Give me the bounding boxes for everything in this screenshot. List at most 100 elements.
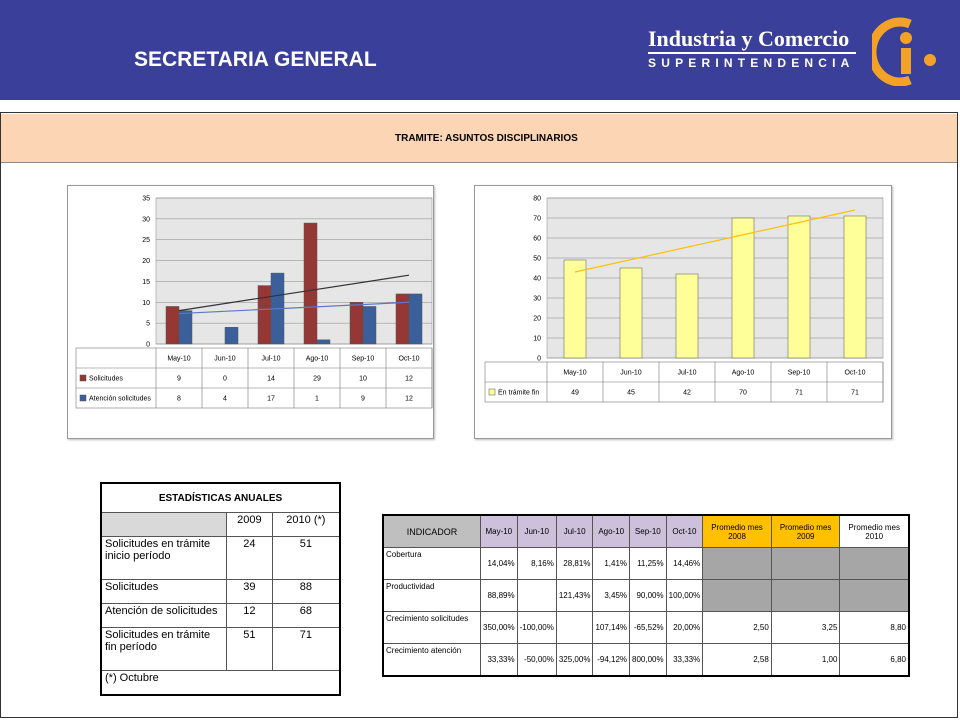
indicators-table: INDICADOR May-10 Jun-10 Jul-10 Ago-10 Se… <box>382 514 910 677</box>
plot-area <box>155 197 433 345</box>
stats-col-2010: 2010 (*) <box>271 512 341 537</box>
page-title: SECRETARIA GENERAL <box>134 48 377 71</box>
data-label: 12 <box>405 376 413 383</box>
trendline <box>178 274 410 312</box>
ind-avg-cell <box>770 579 841 612</box>
stats-cell: 12 <box>226 602 273 628</box>
brand-divider <box>648 52 856 54</box>
ind-header-month: Ago-10 <box>592 514 631 548</box>
legend-swatch <box>79 374 87 382</box>
sic-logo-icon <box>872 17 936 86</box>
bar-en-tr-mite-fin <box>563 259 587 359</box>
ind-cell: -50,00% <box>516 643 557 677</box>
y-tick-label: 0 <box>146 342 150 349</box>
x-tick-label: Ago-10 <box>306 356 329 363</box>
y-tick-label: 70 <box>533 216 541 223</box>
legend-entry: Solicitudes <box>89 376 123 383</box>
data-label: 49 <box>571 390 579 397</box>
data-table-frame <box>75 347 433 409</box>
table-row: Solicitudes 39 88 <box>100 578 341 604</box>
chart-en-tramite-box: 0 10 20 30 40 50 60 70 80 May-10 Jun-10 Jul-10 Ago-1… <box>474 185 892 439</box>
bar-atenci-n-solicitudes <box>224 327 239 345</box>
tramite-label: TRAMITE: ASUNTOS DISCIPLINARIOS <box>395 133 578 144</box>
ind-row-label: Productividad <box>382 579 481 612</box>
ind-avg-cell: 6,80 <box>839 643 910 677</box>
ind-row-label: Cobertura <box>382 547 481 580</box>
ind-cell: 33,33% <box>665 643 704 677</box>
legend-swatch <box>79 394 87 402</box>
ind-cell <box>555 611 594 644</box>
stats-col-2009: 2009 <box>226 512 273 537</box>
ind-header-month: Jul-10 <box>555 514 594 548</box>
bar-en-tr-mite-fin <box>675 273 699 359</box>
ind-cell: 1,41% <box>592 547 631 580</box>
stats-cell: 39 <box>226 578 273 604</box>
data-label: 71 <box>795 390 803 397</box>
data-label: 70 <box>739 390 747 397</box>
stats-row-label: Atención de solicitudes <box>100 602 227 628</box>
ind-header-avg-2010: Promedio mes 2010 <box>839 514 910 548</box>
data-label: 4 <box>223 396 227 403</box>
ind-cell: 100,00% <box>665 579 704 612</box>
ind-header-avg-2009: Promedio mes 2009 <box>770 514 841 548</box>
data-label: 0 <box>223 376 227 383</box>
legend-entry: En trámite fin <box>498 390 539 397</box>
x-tick-label: Ago-10 <box>732 370 755 377</box>
stats-cell: 51 <box>226 626 273 671</box>
bar-solicitudes <box>303 222 318 345</box>
bar-en-tr-mite-fin <box>843 215 867 359</box>
ind-cell: 33,33% <box>480 643 518 677</box>
ind-avg-cell <box>839 547 910 580</box>
ind-avg-cell <box>770 547 841 580</box>
table-row: Crecimiento solicitudes 350,00% -100,00%… <box>382 611 910 644</box>
ind-avg-cell <box>702 579 772 612</box>
table-row: Solicitudes en trámite fin período 51 71 <box>100 626 341 671</box>
ind-avg-cell: 2,58 <box>702 643 772 677</box>
ind-cell: 121,43% <box>555 579 594 612</box>
x-tick-label: Jun-10 <box>620 370 642 377</box>
y-tick-label: 50 <box>533 256 541 263</box>
x-tick-label: Jul-10 <box>677 370 696 377</box>
table-row: Crecimiento atención 33,33% -50,00% 325,… <box>382 643 910 677</box>
y-tick-label: 5 <box>146 321 150 328</box>
chart-solicitudes-box: 0 5 10 15 20 25 30 35 May-10 Jun-10 Jul-10 Ago-10 Se… <box>67 185 434 439</box>
ind-cell: -94,12% <box>592 643 631 677</box>
ind-header-avg-2008: Promedio mes 2008 <box>702 514 772 548</box>
data-label: 1 <box>315 396 319 403</box>
bar-atenci-n-solicitudes <box>408 293 423 345</box>
brand-name: Industria y Comercio <box>648 26 850 51</box>
table-row: Productividad 88,89% 121,43% 3,45% 90,00… <box>382 579 910 612</box>
data-label: 9 <box>177 376 181 383</box>
y-tick-label: 10 <box>533 336 541 343</box>
stats-cell: 51 <box>271 535 341 580</box>
y-tick-label: 60 <box>533 236 541 243</box>
tramite-banner <box>1 114 957 163</box>
legend-entry: Atención solicitudes <box>89 396 151 403</box>
data-label: 45 <box>627 390 635 397</box>
data-label: 10 <box>359 376 367 383</box>
stats-title: ESTADÍSTICAS ANUALES <box>100 482 341 513</box>
ind-header-indicador: INDICADOR <box>382 514 481 548</box>
data-label: 12 <box>405 396 413 403</box>
ind-avg-cell: 8,80 <box>839 611 910 644</box>
x-tick-label: Jul-10 <box>261 356 280 363</box>
bar-en-tr-mite-fin <box>787 215 811 359</box>
ind-avg-cell <box>839 579 910 612</box>
table-row: Atención de solicitudes 12 68 <box>100 602 341 628</box>
bar-solicitudes <box>395 293 410 345</box>
data-label: 42 <box>683 390 691 397</box>
stats-row-label: Solicitudes en trámite inicio período <box>100 535 227 580</box>
y-tick-label: 30 <box>142 216 150 223</box>
y-tick-label: 0 <box>537 356 541 363</box>
ind-cell: 3,45% <box>592 579 631 612</box>
ind-cell: 107,14% <box>592 611 631 644</box>
bar-en-tr-mite-fin <box>731 217 755 359</box>
bar-en-tr-mite-fin <box>619 267 643 359</box>
y-tick-label: 25 <box>142 237 150 244</box>
ind-row-label: Crecimiento solicitudes <box>382 611 481 644</box>
bar-solicitudes <box>165 306 180 345</box>
x-tick-label: Sep-10 <box>352 356 375 363</box>
ind-cell: 11,25% <box>629 547 667 580</box>
y-tick-label: 10 <box>142 300 150 307</box>
stats-row-label: Solicitudes <box>100 578 227 604</box>
